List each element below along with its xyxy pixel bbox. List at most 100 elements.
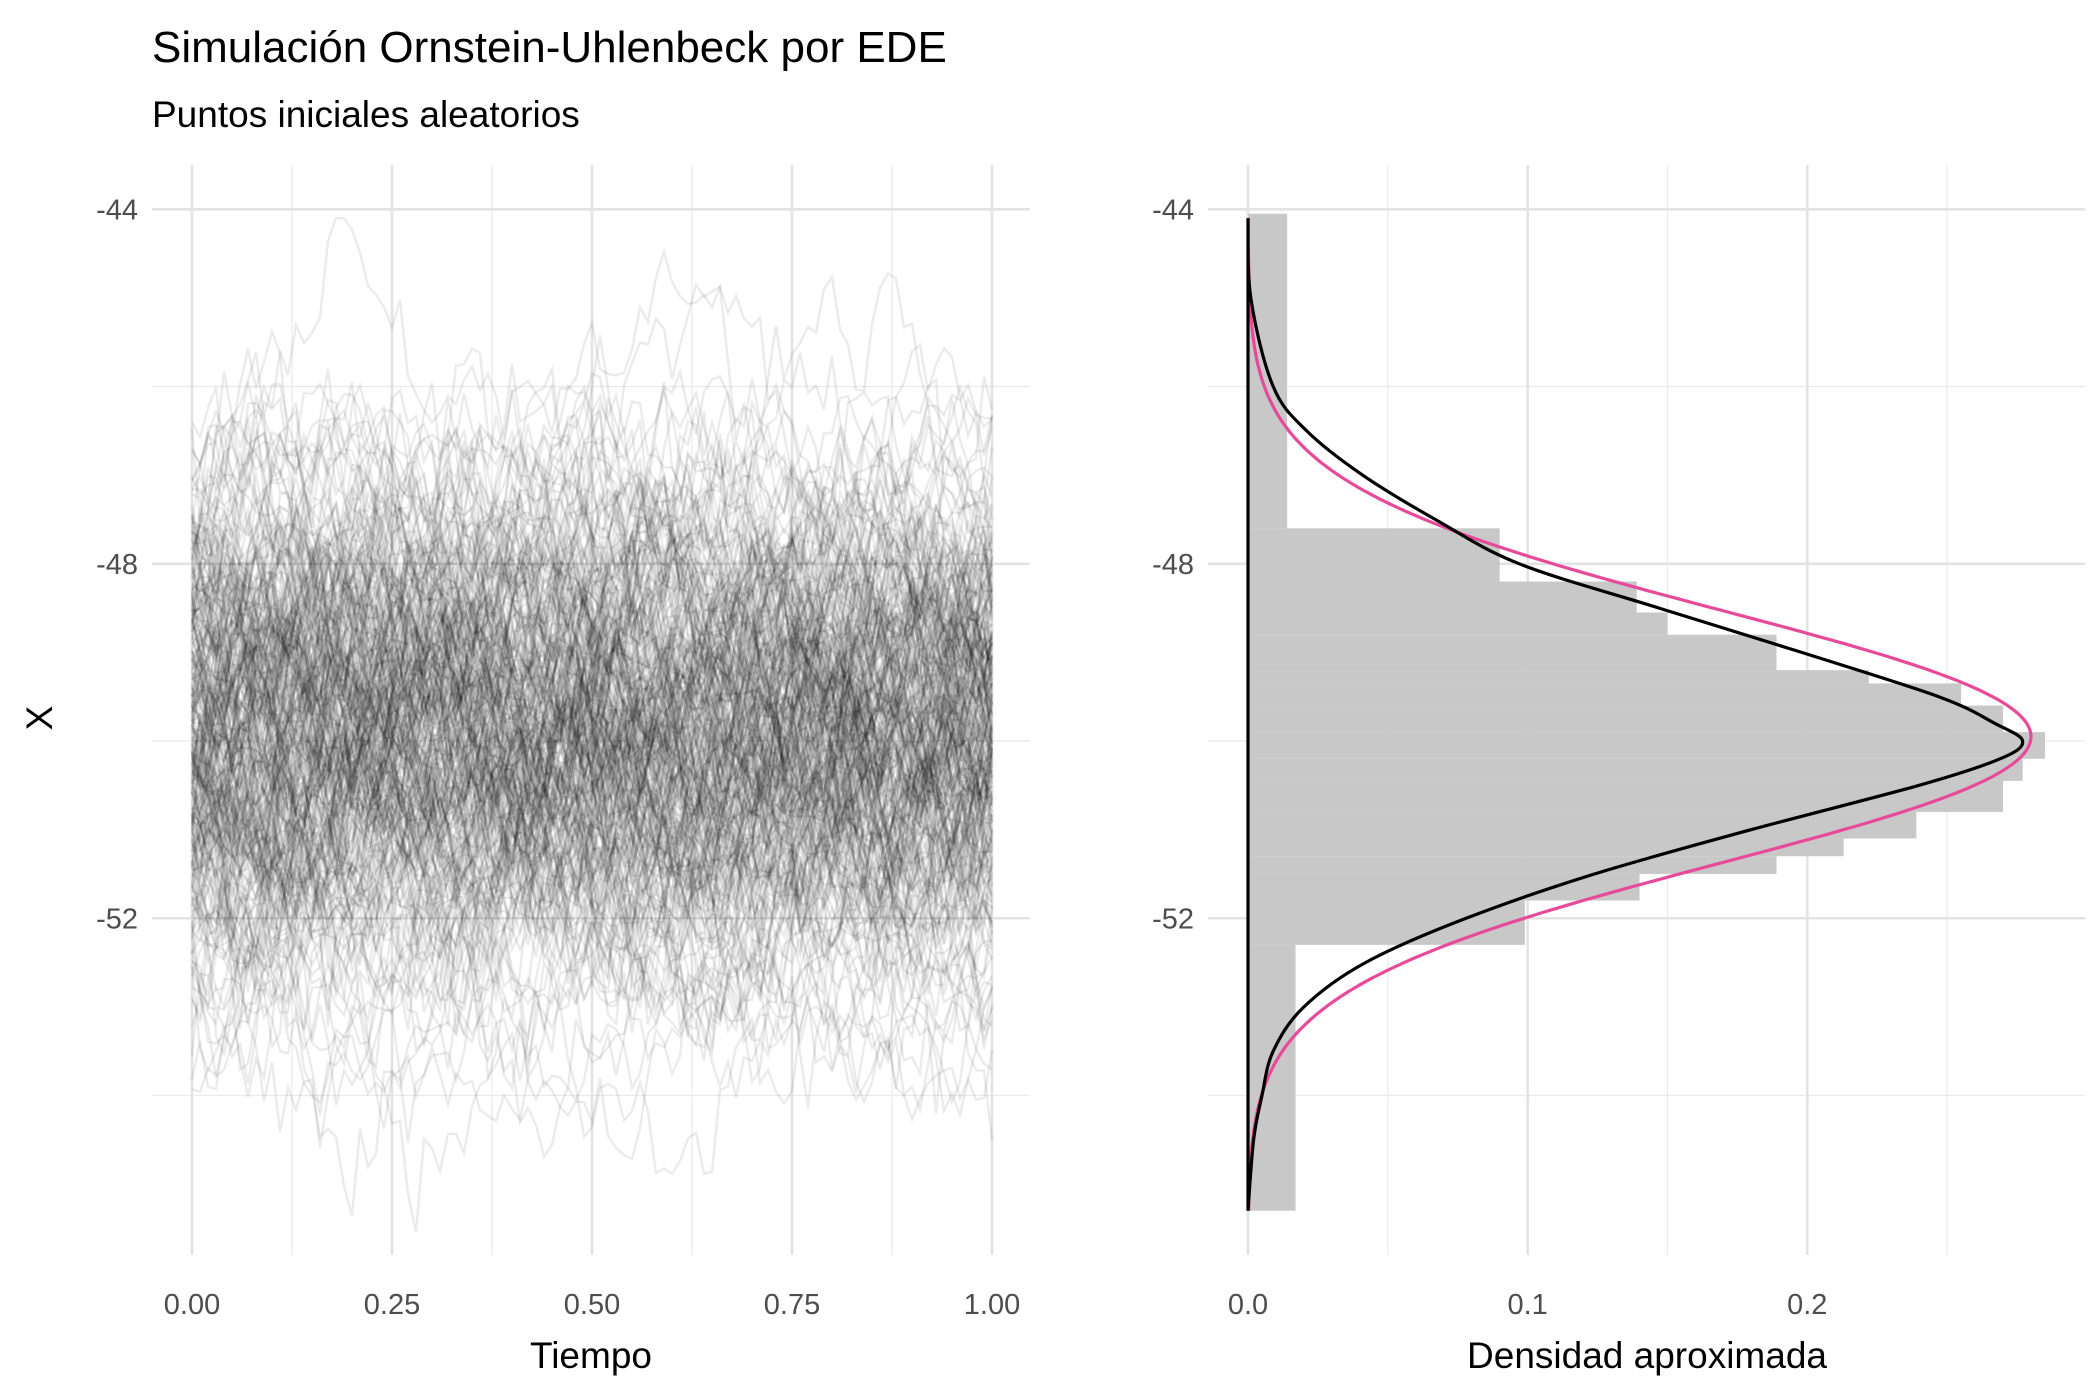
trajectory-line (191, 484, 994, 877)
trajectory-line (191, 490, 994, 851)
right-x-ticks: 0.0 0.1 0.2 (1228, 1289, 1828, 1321)
trajectory-line (190, 389, 994, 679)
trajectory-line (191, 519, 994, 914)
trajectory-line (190, 467, 994, 780)
trajectory-line (190, 723, 994, 1052)
trajectory-line (190, 500, 994, 919)
trajectory-line (191, 720, 994, 1034)
trajectory-line (190, 474, 994, 884)
trajectory-line (190, 546, 994, 1176)
trajectory-line (190, 429, 993, 722)
trajectory-line (190, 698, 994, 1050)
trajectory-line (190, 450, 994, 803)
trajectory-line (190, 594, 993, 1002)
trajectory-line (190, 599, 994, 885)
trajectory-line (191, 554, 994, 931)
trajectory-line (190, 519, 993, 815)
trajectory-line (191, 516, 994, 966)
trajectory-line (190, 562, 994, 1008)
trajectory-line (190, 596, 993, 807)
trajectory-line (190, 641, 993, 954)
trajectory-line (190, 529, 993, 887)
left-y-tick-label: -52 (96, 903, 138, 935)
trajectory-line (190, 448, 994, 914)
trajectory-line (190, 478, 994, 833)
trajectory-line (191, 568, 994, 1161)
trajectory-line (191, 708, 993, 1002)
trajectory-line (190, 580, 994, 896)
trajectory-line (190, 513, 994, 777)
trajectory-line (190, 571, 993, 931)
trajectory-line (191, 529, 994, 893)
trajectory-line (190, 530, 994, 875)
trajectory-line (190, 565, 994, 940)
trajectory-line (191, 561, 993, 934)
trajectory-line (191, 472, 993, 844)
trajectory-line (191, 474, 994, 813)
histogram-bar (1248, 811, 1917, 839)
trajectory-line (190, 394, 992, 841)
trajectory-line (190, 549, 993, 910)
trajectory-line (191, 630, 993, 1002)
trajectory-line (191, 489, 993, 892)
trajectory-line (191, 398, 994, 795)
trajectory-line (191, 483, 994, 848)
trajectory-line (190, 510, 994, 885)
trajectory-line (190, 371, 994, 721)
trajectory-line (190, 587, 994, 924)
trajectory-line (190, 376, 994, 939)
trajectory-line (191, 394, 993, 959)
trajectory-line (191, 634, 994, 984)
histogram-bar (1248, 758, 2023, 781)
histogram-bar (1248, 581, 1637, 613)
trajectory-line (191, 554, 994, 867)
trajectory-line (190, 725, 993, 1027)
trajectory-line (191, 504, 994, 946)
trajectory-line (191, 420, 994, 973)
trajectory-line (190, 540, 993, 1106)
trajectory-line (190, 382, 994, 844)
trajectory-line (190, 682, 994, 1035)
trajectory-line (190, 593, 993, 854)
trajectory-line (190, 387, 994, 725)
left-x-ticks: 0.00 0.25 0.50 0.75 1.00 (164, 1289, 1020, 1321)
trajectory-line (190, 413, 993, 919)
trajectory-line (190, 514, 993, 898)
trajectory-line (191, 469, 994, 930)
trajectory-line (191, 655, 994, 912)
trajectory-line (190, 535, 994, 1052)
right-x-tick-label: 0.2 (1787, 1289, 1827, 1321)
trajectory-line (191, 516, 994, 912)
left-x-tick-label: 0.50 (564, 1289, 620, 1321)
trajectory-line (190, 424, 993, 793)
left-y-tick-label: -48 (96, 549, 138, 581)
trajectory-line (191, 466, 993, 909)
trajectory-line (190, 489, 994, 961)
trajectory-line (191, 424, 994, 797)
trajectory-line (190, 473, 994, 843)
trajectory-line (191, 487, 994, 797)
trajectory-line (191, 511, 994, 943)
histogram-bar (1248, 856, 1777, 874)
right-y-tick-label: -44 (1152, 194, 1194, 226)
trajectory-line (190, 335, 994, 797)
trajectory-line (190, 381, 994, 703)
trajectory-line (190, 423, 994, 899)
trajectory-line (191, 661, 993, 1105)
trajectory-line (190, 381, 994, 972)
left-y-axis-title: X (19, 706, 60, 731)
trajectory-line (190, 557, 994, 881)
trajectory-line (190, 455, 994, 1069)
trajectory-line (191, 537, 994, 902)
trajectory-line (190, 472, 994, 801)
trajectory-line (190, 537, 994, 855)
trajectory-line (191, 626, 994, 1062)
trajectory-line (190, 386, 994, 808)
trajectory-line (190, 638, 994, 945)
trajectory-line (190, 453, 994, 806)
trajectory-line (190, 408, 994, 670)
trajectory-line (190, 615, 994, 1003)
trajectory-line (190, 505, 993, 927)
trajectory-line (190, 398, 994, 821)
